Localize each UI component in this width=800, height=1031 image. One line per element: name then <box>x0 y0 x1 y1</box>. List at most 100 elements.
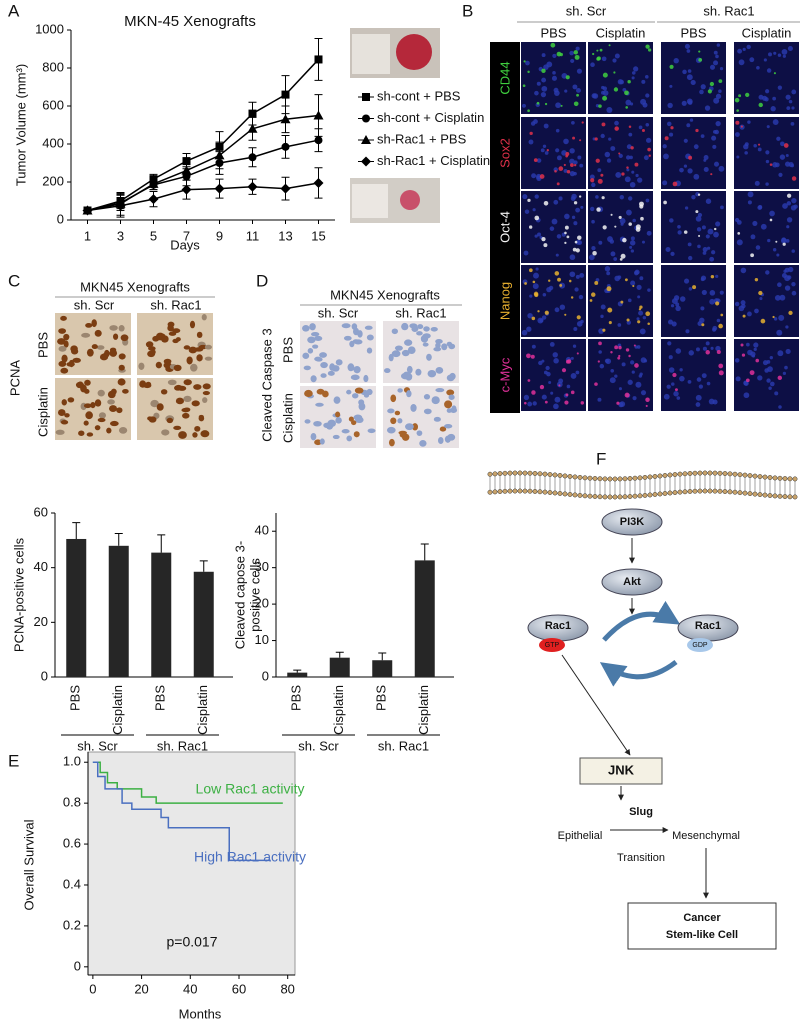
cell-dot <box>619 218 626 224</box>
cell-dot <box>551 218 558 225</box>
lipid-head <box>622 494 628 500</box>
nucleus <box>183 379 192 386</box>
nucleus <box>98 412 107 419</box>
lipid-head <box>727 471 733 477</box>
stain-dot <box>592 250 597 256</box>
y-tick-label: 60 <box>34 504 48 519</box>
cell-dot <box>790 122 795 126</box>
cell-dot <box>580 205 584 209</box>
cell-dot <box>677 230 682 235</box>
cell-dot <box>564 213 570 220</box>
x-tick-label: PBS <box>374 685 389 711</box>
lipid-head <box>547 472 553 477</box>
cell-dot <box>711 135 717 141</box>
cell-dot <box>632 396 637 401</box>
lipid-head <box>577 474 583 480</box>
cell-dot <box>787 45 793 52</box>
nucleus <box>310 375 317 383</box>
lipid-head <box>712 488 718 494</box>
state-label: GDP <box>692 642 708 649</box>
nucleus <box>117 378 126 386</box>
cell-dot <box>667 319 674 325</box>
stain-dot <box>546 149 549 152</box>
stain-dot <box>596 207 601 212</box>
stain-dot <box>669 64 674 69</box>
cell-dot <box>554 307 560 313</box>
lipid-head <box>612 476 618 482</box>
stain-dot <box>527 379 531 382</box>
stain-dot <box>595 158 600 163</box>
cell-dot <box>740 300 746 306</box>
stain-dot <box>528 268 533 273</box>
cell-dot <box>633 66 639 72</box>
cell-dot <box>600 133 605 139</box>
stain-dot <box>718 370 724 376</box>
lipid-head <box>737 490 743 496</box>
cell-dot <box>698 384 704 389</box>
cell-dot <box>769 381 775 387</box>
cell-dot <box>713 60 719 66</box>
nucleus <box>349 340 355 348</box>
y-tick-label: 40 <box>255 523 269 538</box>
nucleus <box>60 367 69 374</box>
cell-dot <box>776 136 781 141</box>
cell-dot <box>570 356 574 360</box>
cell-dot <box>627 298 632 303</box>
nucleus <box>182 412 190 419</box>
lipid-head <box>637 493 643 499</box>
stain-dot <box>522 84 526 88</box>
stain-dot <box>698 57 703 62</box>
error-bar <box>335 651 344 658</box>
nucleus <box>383 368 391 374</box>
stain-dot <box>573 201 578 205</box>
nucleus <box>326 422 334 430</box>
stain-dot <box>610 213 613 216</box>
nucleus <box>158 333 166 338</box>
cell-dot <box>700 275 707 281</box>
cell-dot <box>755 245 761 250</box>
cell-dot <box>631 170 635 174</box>
marker <box>314 136 323 145</box>
stain-dot <box>534 215 540 221</box>
nucleus <box>313 420 322 427</box>
cell-dot <box>695 347 700 352</box>
cell-dot <box>737 48 743 54</box>
stain-dot <box>769 218 773 222</box>
lipid-head <box>617 476 623 482</box>
lipid-head <box>547 490 553 495</box>
stain-dot <box>592 52 595 56</box>
nucleus <box>404 339 413 346</box>
cell-dot <box>713 50 718 55</box>
cell-dot <box>543 123 549 129</box>
error-bar <box>420 543 429 561</box>
cell-dot <box>687 69 692 73</box>
stain-dot <box>570 296 574 299</box>
cell-dot <box>637 295 641 299</box>
stain-dot <box>524 401 527 405</box>
stain-dot <box>769 163 773 166</box>
row-label: PBS <box>35 332 50 358</box>
stain-dot <box>564 313 567 316</box>
nucleus <box>314 335 323 341</box>
marker <box>214 183 225 194</box>
cell-dot <box>606 158 612 163</box>
stain-dot <box>594 382 598 386</box>
nucleus <box>190 363 198 372</box>
stain-dot <box>775 240 778 243</box>
lipid-head <box>682 471 688 477</box>
nucleus <box>355 416 364 424</box>
lipid-head <box>747 491 753 497</box>
annotation: p=0.017 <box>167 934 218 950</box>
node-label: PI3K <box>620 516 645 528</box>
cell-dot <box>766 378 771 383</box>
stain-dot <box>544 310 549 315</box>
lipid-head <box>592 494 598 499</box>
cell-dot <box>645 123 650 127</box>
cell-dot <box>749 57 755 63</box>
column-label: PBS <box>540 25 566 40</box>
stain-dot <box>740 125 743 128</box>
cell-dot <box>741 303 746 309</box>
lipid-head <box>552 490 558 496</box>
lipid-head <box>497 489 503 494</box>
nucleus <box>148 416 157 423</box>
